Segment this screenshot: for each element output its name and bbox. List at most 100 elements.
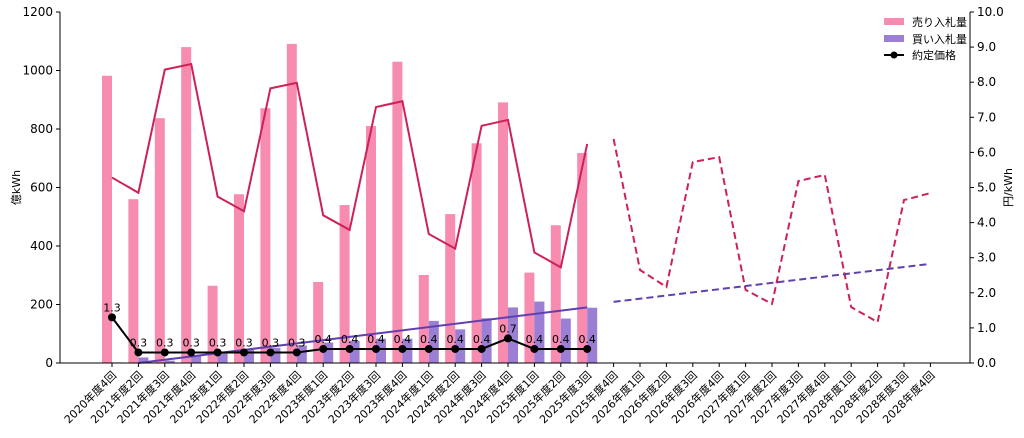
legend-swatch-buy (884, 35, 904, 42)
sell-bar (339, 205, 350, 363)
price-point (319, 344, 328, 353)
price-point (160, 348, 169, 357)
y2-tick-label: 5.0 (977, 181, 996, 195)
price-label: 0.4 (552, 333, 570, 346)
sell-bar (445, 214, 456, 363)
sell-bar (128, 199, 139, 363)
y2-tick-label: 8.0 (977, 75, 996, 89)
y-tick-label: 1000 (22, 64, 53, 78)
buy-bar (323, 342, 334, 363)
price-point (451, 344, 460, 353)
price-label: 0.4 (473, 333, 491, 346)
sell-bar (524, 272, 535, 363)
buy-bar (349, 340, 360, 363)
buy-bar (376, 338, 386, 363)
sell-bar (418, 274, 429, 363)
y2-tick-label: 10.0 (977, 5, 1004, 19)
price-point (556, 344, 565, 353)
price-label: 0.3 (209, 336, 227, 349)
buy-bar (191, 355, 202, 363)
price-point (240, 348, 248, 357)
sell-bar (207, 285, 218, 363)
sell-trend-line (111, 62, 589, 269)
price-label: 0.7 (499, 322, 517, 335)
buy-bar (428, 320, 439, 363)
price-label: 0.3 (262, 336, 280, 349)
price-point (213, 348, 222, 357)
price-point (187, 348, 196, 357)
price-label: 0.3 (235, 336, 253, 349)
y2-tick-label: 0.0 (977, 356, 996, 370)
legend-label-sell: 売り入札量 (912, 16, 967, 29)
legend-swatch-sell (884, 18, 904, 25)
y-tick-label: 0 (45, 356, 53, 370)
price-label: 0.3 (156, 336, 174, 349)
price-label: 0.4 (367, 333, 385, 346)
buy-bar (270, 347, 281, 363)
buy-bar (244, 349, 254, 363)
buy-trend-line-forecast (613, 262, 931, 303)
price-label: 0.4 (394, 333, 412, 346)
y2-tick-label: 7.0 (977, 110, 996, 124)
buy-bar (508, 307, 518, 363)
price-point (424, 344, 433, 353)
sell-bar (550, 225, 561, 363)
price-label: 0.4 (526, 333, 544, 346)
price-label: 0.4 (446, 333, 464, 346)
y2-tick-label: 9.0 (977, 40, 996, 54)
price-point (583, 344, 592, 353)
price-point (134, 348, 143, 357)
price-point (108, 313, 116, 322)
y2-tick-label: 1.0 (977, 321, 996, 335)
price-label: 0.3 (182, 336, 200, 349)
price-point (477, 344, 486, 353)
buy-bar (138, 357, 149, 363)
y-tick-label: 400 (30, 239, 53, 253)
y2-tick-label: 3.0 (977, 251, 996, 265)
buy-bar (296, 345, 307, 363)
sell-bar (181, 47, 192, 363)
price-label: 0.4 (314, 333, 332, 346)
sell-bar (234, 194, 244, 363)
legend-label-buy: 買い入札量 (912, 33, 967, 46)
price-label: 0.4 (341, 333, 359, 346)
y-tick-label: 800 (30, 122, 53, 136)
y-tick-label: 200 (30, 298, 53, 312)
price-point (292, 348, 301, 357)
y-axis-label: 億kWh (10, 170, 23, 205)
price-label: 0.3 (130, 336, 148, 349)
sell-bar (286, 43, 297, 363)
y-tick-label: 600 (30, 181, 53, 195)
price-point (504, 334, 512, 343)
buy-trend-line (138, 306, 588, 364)
buy-bar (164, 360, 175, 363)
buy-bar (481, 318, 492, 363)
price-point (398, 344, 407, 353)
buy-bar (402, 338, 413, 363)
price-point (372, 344, 380, 353)
price-label: 0.4 (420, 333, 438, 346)
y2-tick-label: 2.0 (977, 286, 996, 300)
y-tick-label: 1200 (22, 5, 53, 19)
sell-bar (260, 108, 271, 363)
buy-bar (217, 352, 228, 363)
price-label: 0.4 (578, 333, 596, 346)
buy-bar (587, 307, 598, 363)
buy-bar (534, 301, 545, 363)
sell-bar (366, 126, 376, 363)
price-point (266, 348, 275, 357)
buy-bar (560, 318, 571, 363)
sell-bar (498, 102, 508, 363)
y2-tick-label: 6.0 (977, 145, 996, 159)
buy-bar (455, 329, 466, 363)
price-label: 0.3 (288, 336, 306, 349)
sell-bar (577, 152, 588, 363)
sell-bar (471, 143, 482, 363)
y2-axis-label: 円/kWh (1002, 168, 1015, 207)
y2-tick-label: 4.0 (977, 216, 996, 230)
sell-trend-line-forecast (612, 138, 931, 324)
sell-bar (392, 61, 403, 363)
price-point (530, 344, 539, 353)
price-point (345, 344, 354, 353)
